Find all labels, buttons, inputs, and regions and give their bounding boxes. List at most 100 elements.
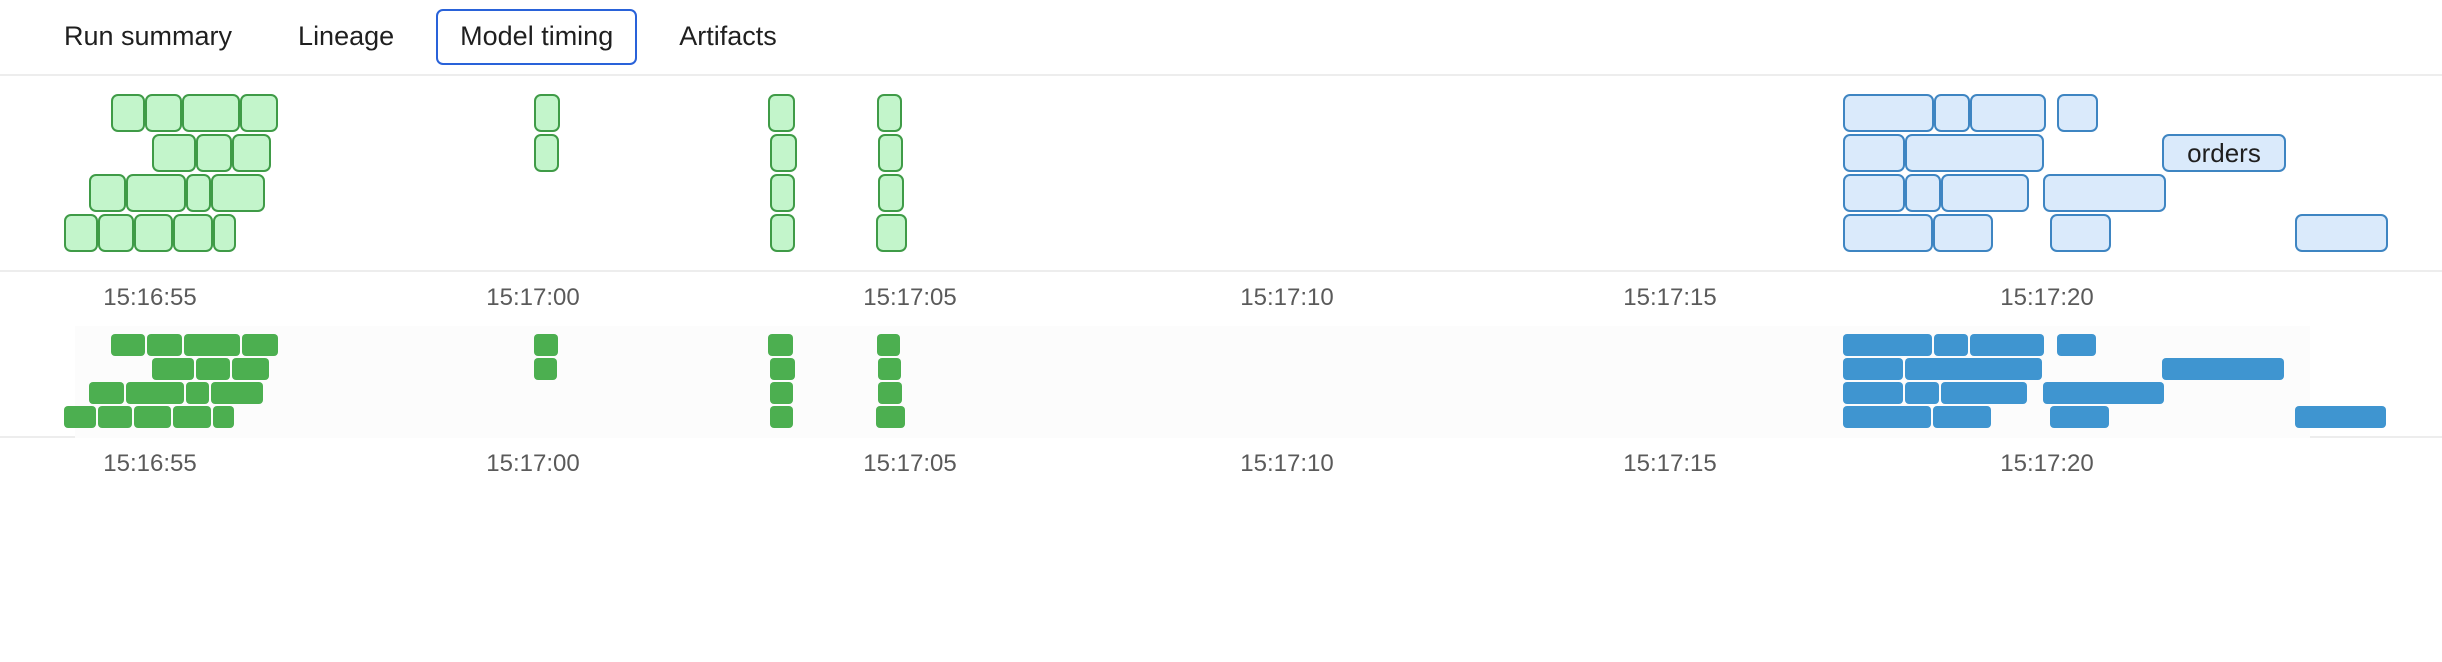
minimap-bar[interactable] <box>768 334 793 356</box>
minimap-bar[interactable] <box>2050 406 2109 428</box>
minimap-bar[interactable] <box>1905 382 1939 404</box>
gantt-bar[interactable] <box>64 214 98 252</box>
gantt-bar[interactable] <box>878 134 903 172</box>
minimap-bar[interactable] <box>173 406 211 428</box>
axis-tick-label-minimap: 15:17:10 <box>1240 450 1334 477</box>
minimap-bar[interactable] <box>876 406 905 428</box>
minimap-bar[interactable] <box>770 358 795 380</box>
minimap-bar[interactable] <box>877 334 900 356</box>
gantt-bar[interactable] <box>2295 214 2388 252</box>
gantt-bar[interactable] <box>770 134 797 172</box>
gantt-bar-label: orders <box>2187 138 2261 168</box>
axis-tick-label-main: 15:17:00 <box>486 284 580 311</box>
gantt-bar[interactable] <box>770 174 795 212</box>
gantt-bar[interactable] <box>240 94 278 132</box>
minimap-bar[interactable] <box>2295 406 2386 428</box>
minimap-bar[interactable] <box>98 406 132 428</box>
minimap-bar[interactable] <box>147 334 182 356</box>
minimap-bar[interactable] <box>232 358 269 380</box>
time-axis-main: 15:16:55 15:17:00 15:17:05 15:17:10 15:17:15… <box>0 272 2442 326</box>
minimap-bar[interactable] <box>1843 334 1932 356</box>
gantt-bar[interactable] <box>1934 94 1970 132</box>
minimap-bar[interactable] <box>2162 358 2284 380</box>
minimap-bar[interactable] <box>196 358 230 380</box>
minimap-bar[interactable] <box>534 358 557 380</box>
minimap-bar[interactable] <box>213 406 234 428</box>
minimap-bar[interactable] <box>184 334 240 356</box>
minimap-bar[interactable] <box>186 382 209 404</box>
gantt-bar[interactable] <box>126 174 186 212</box>
minimap-bar[interactable] <box>1933 406 1991 428</box>
model-timing-chart: orders 15:16:55 15:17:00 15:17:05 15:17:10 1… <box>0 76 2442 492</box>
gantt-bar[interactable] <box>1905 174 1941 212</box>
gantt-bar[interactable] <box>878 174 904 212</box>
gantt-bar[interactable] <box>1843 174 1905 212</box>
gantt-bar[interactable] <box>145 94 182 132</box>
minimap-bar[interactable] <box>1843 406 1931 428</box>
axis-tick-label-minimap: 15:17:05 <box>863 450 957 477</box>
gantt-bar[interactable] <box>1933 214 1993 252</box>
gantt-bar[interactable] <box>2043 174 2166 212</box>
gantt-bar[interactable] <box>534 134 559 172</box>
gantt-bar[interactable] <box>1843 214 1933 252</box>
gantt-bar[interactable] <box>877 94 902 132</box>
minimap-bar[interactable] <box>242 334 278 356</box>
minimap-bar[interactable] <box>111 334 145 356</box>
minimap-bar[interactable] <box>1941 382 2027 404</box>
minimap-bar[interactable] <box>878 382 902 404</box>
minimap-bar[interactable] <box>152 358 194 380</box>
gantt-bar[interactable]: orders <box>2162 134 2286 172</box>
tab-lineage[interactable]: Lineage <box>298 21 395 52</box>
minimap-bar[interactable] <box>770 406 793 428</box>
gantt-bar[interactable] <box>89 174 126 212</box>
axis-tick-label-main: 15:16:55 <box>103 284 197 311</box>
time-axis-minimap: 15:16:55 15:17:00 15:17:05 15:17:10 15:17:15… <box>0 438 2442 492</box>
gantt-bar[interactable] <box>213 214 236 252</box>
tab-run-summary[interactable]: Run summary <box>64 21 233 52</box>
minimap-bar[interactable] <box>126 382 184 404</box>
minimap-bar[interactable] <box>770 382 793 404</box>
minimap-bar[interactable] <box>211 382 263 404</box>
gantt-minimap[interactable] <box>0 326 2442 438</box>
gantt-bar[interactable] <box>1843 134 1905 172</box>
minimap-bar[interactable] <box>878 358 901 380</box>
gantt-bar[interactable] <box>768 94 795 132</box>
minimap-bar[interactable] <box>1843 358 1903 380</box>
axis-tick-label-main: 15:17:20 <box>2000 284 2094 311</box>
minimap-bar[interactable] <box>1934 334 1968 356</box>
minimap-bar[interactable] <box>64 406 96 428</box>
gantt-bar[interactable] <box>1905 134 2044 172</box>
tab-model-timing[interactable]: Model timing <box>436 9 638 65</box>
gantt-bar[interactable] <box>1843 94 1934 132</box>
gantt-bar[interactable] <box>182 94 240 132</box>
gantt-bar[interactable] <box>98 214 134 252</box>
gantt-bar[interactable] <box>211 174 265 212</box>
axis-tick-label-main: 15:17:05 <box>863 284 957 311</box>
minimap-bar[interactable] <box>2057 334 2096 356</box>
gantt-bar[interactable] <box>2050 214 2111 252</box>
minimap-bar[interactable] <box>534 334 558 356</box>
gantt-bar[interactable] <box>770 214 795 252</box>
gantt-bar[interactable] <box>876 214 907 252</box>
minimap-bar[interactable] <box>1970 334 2044 356</box>
gantt-bar[interactable] <box>173 214 213 252</box>
gantt-bar[interactable] <box>534 94 560 132</box>
gantt-bar[interactable] <box>186 174 211 212</box>
gantt-bar[interactable] <box>111 94 145 132</box>
minimap-bar[interactable] <box>2043 382 2164 404</box>
axis-tick-label-minimap: 15:17:00 <box>486 450 580 477</box>
gantt-bar[interactable] <box>196 134 232 172</box>
minimap-bar[interactable] <box>134 406 171 428</box>
minimap-bar[interactable] <box>1905 358 2042 380</box>
tab-artifacts[interactable]: Artifacts <box>679 21 777 52</box>
gantt-bar[interactable] <box>134 214 173 252</box>
gantt-bar[interactable] <box>1970 94 2046 132</box>
axis-tick-label-main: 15:17:15 <box>1623 284 1717 311</box>
minimap-bar[interactable] <box>1843 382 1903 404</box>
gantt-plot-area[interactable]: orders <box>0 76 2442 272</box>
gantt-bar[interactable] <box>232 134 271 172</box>
gantt-bar[interactable] <box>152 134 196 172</box>
gantt-bar[interactable] <box>2057 94 2098 132</box>
minimap-bar[interactable] <box>89 382 124 404</box>
gantt-bar[interactable] <box>1941 174 2029 212</box>
